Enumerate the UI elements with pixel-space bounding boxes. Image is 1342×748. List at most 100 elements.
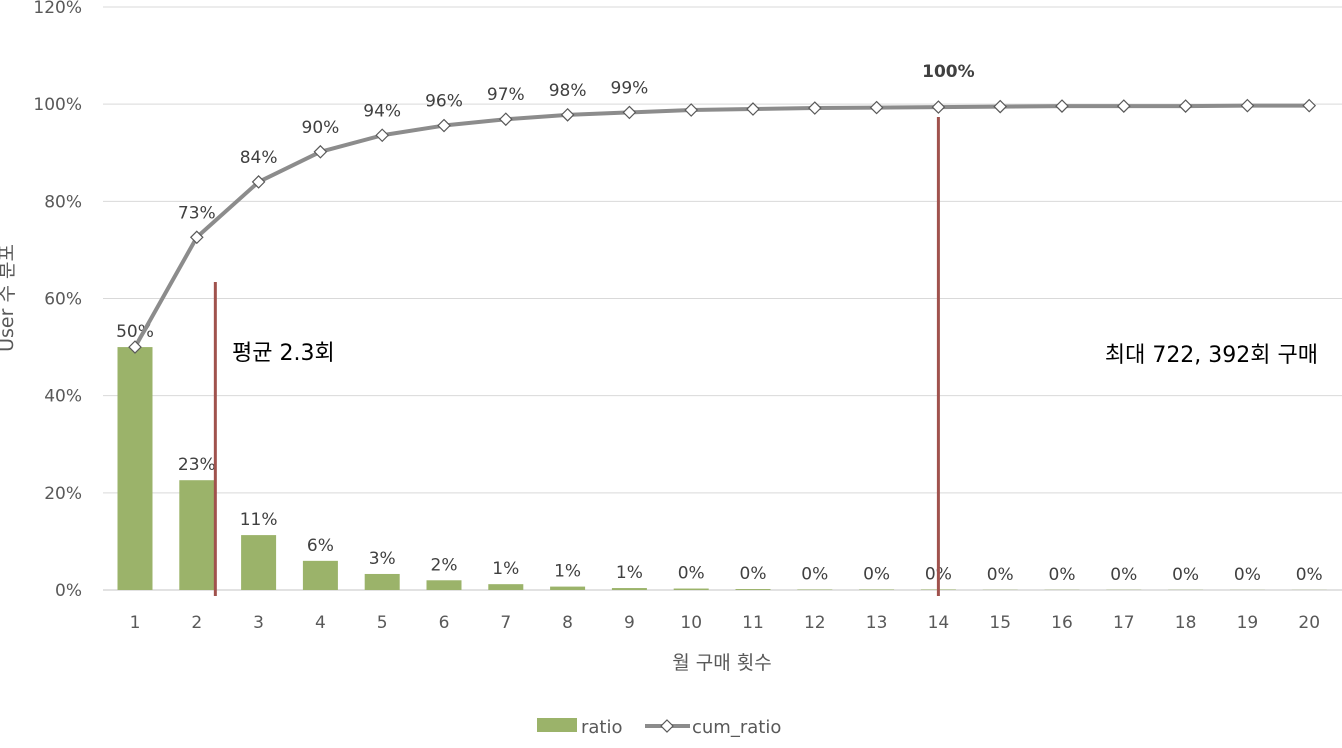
bar-data-label: 23% <box>178 455 216 475</box>
bar-data-label: 2% <box>431 555 458 575</box>
x-tick-label: 17 <box>1113 613 1135 633</box>
line-data-label: 96% <box>425 92 463 112</box>
x-tick-label: 20 <box>1298 613 1320 633</box>
legend-ratio-label: ratio <box>581 717 623 738</box>
bar-data-label: 0% <box>740 564 767 584</box>
line-data-label: 97% <box>487 85 525 105</box>
bar-data-labels: 50%23%11%6%3% 2% 1% 1% 1% 0% 0% 0% 0% 0% 0% 0% 0% 0% 0… <box>116 322 1323 585</box>
legend-ratio-swatch <box>537 718 577 732</box>
cum-ratio-marker <box>807 101 822 115</box>
bar-data-label: 3% <box>369 549 396 569</box>
cum-ratio-marker <box>1240 98 1255 113</box>
bar <box>302 560 338 590</box>
cum-ratio-marker <box>931 100 946 114</box>
x-axis-title: 월 구매 횟수 <box>672 652 771 674</box>
bar <box>117 347 153 590</box>
y-tick-label: 20% <box>44 484 82 504</box>
bar-data-label: 0% <box>863 565 890 585</box>
cum-ratio-marker <box>128 340 142 354</box>
line-data-label: 99% <box>611 78 649 98</box>
cum-ratio-marker <box>1055 99 1069 113</box>
x-tick-label: 15 <box>989 613 1011 633</box>
cum-ratio-marker <box>437 118 451 133</box>
cum-ratio-marker <box>560 108 575 122</box>
bar-data-label: 0% <box>801 565 828 585</box>
y-tick-label: 80% <box>44 192 82 212</box>
bar <box>179 480 215 590</box>
cum-ratio-marker <box>498 112 513 127</box>
y-axis-title: User 수 분포 <box>0 244 18 352</box>
cum-ratio-marker <box>189 230 204 245</box>
y-tick-label: 40% <box>44 387 82 407</box>
bar-data-label: 0% <box>1049 565 1076 585</box>
x-tick-label: 8 <box>562 613 573 633</box>
bar-data-label: 0% <box>1110 565 1137 585</box>
bar-data-label: 0% <box>678 564 705 584</box>
cum-ratio-marker <box>251 175 266 189</box>
bar <box>488 584 524 590</box>
bar <box>673 588 709 590</box>
x-tick-label: 5 <box>377 613 388 633</box>
bar-data-label: 0% <box>987 565 1014 585</box>
cum-ratio-marker <box>622 105 637 120</box>
bar-data-label: 6% <box>307 536 334 556</box>
line-data-label: 98% <box>549 81 587 101</box>
bar-data-label: 0% <box>1234 565 1261 585</box>
bar-data-label: 1% <box>492 559 519 579</box>
cum-ratio-marker <box>869 100 884 115</box>
x-tick-label: 3 <box>253 613 264 633</box>
x-axis-ticks: 1 2 3 4 5 6 7 8 9 10 11 12 13 14 15 16 17 18 19 20 <box>130 613 1320 633</box>
cum-ratio-marker <box>375 128 390 143</box>
x-tick-label: 7 <box>500 613 511 633</box>
bar <box>364 573 400 590</box>
average-annotation: 평균 2.3회 <box>232 341 335 366</box>
cum-ratio-marker <box>993 99 1008 114</box>
bar-data-label: 1% <box>554 562 581 582</box>
y-axis-ticks: 0% 20% 40% 60% 80% 100% 120% <box>33 0 82 601</box>
bar <box>550 586 586 590</box>
cum-ratio-marker <box>313 144 328 159</box>
legend-cum-ratio-marker <box>660 719 674 733</box>
bar-data-label: 0% <box>1172 565 1199 585</box>
bar <box>735 589 771 590</box>
bar-series-ratio <box>117 347 1327 590</box>
line-series-cum-ratio <box>128 98 1317 354</box>
line-data-labels: 73% 84% 90% 94% 96% 97% 98% 99% 100% <box>178 62 975 223</box>
y-tick-label: 100% <box>33 95 82 115</box>
maximum-annotation: 최대 722, 392회 구매 <box>1105 343 1318 368</box>
x-tick-label: 11 <box>742 613 764 633</box>
y-tick-label: 60% <box>44 290 82 310</box>
cum-ratio-marker <box>684 103 699 117</box>
line-data-label: 100% <box>922 62 975 82</box>
line-data-label: 73% <box>178 203 216 223</box>
x-tick-label: 9 <box>624 613 635 633</box>
cum-ratio-line <box>133 103 1310 349</box>
x-tick-label: 19 <box>1237 613 1259 633</box>
cum-ratio-marker <box>1116 99 1131 113</box>
x-tick-label: 6 <box>439 613 450 633</box>
x-tick-label: 2 <box>191 613 202 633</box>
y-tick-label: 120% <box>33 0 82 18</box>
legend: ratio cum_ratio <box>537 717 781 738</box>
line-data-label: 84% <box>240 148 278 168</box>
cum-ratio-marker <box>1178 99 1193 113</box>
reference-lines: 평균 2.3회 최대 722, 392회 구매 <box>213 117 1318 596</box>
legend-cum-ratio-label: cum_ratio <box>692 717 781 738</box>
x-tick-label: 14 <box>928 613 950 633</box>
bar <box>426 580 462 590</box>
x-tick-label: 16 <box>1051 613 1073 633</box>
y-tick-label: 0% <box>55 581 82 601</box>
x-tick-label: 10 <box>680 613 702 633</box>
x-tick-label: 13 <box>866 613 888 633</box>
bar-data-label: 0% <box>1296 565 1323 585</box>
bar-data-label: 1% <box>616 563 643 583</box>
line-data-label: 90% <box>302 118 340 138</box>
bar <box>611 588 647 590</box>
cum-ratio-marker <box>1302 98 1317 113</box>
x-tick-label: 18 <box>1175 613 1197 633</box>
cum-ratio-marker <box>746 102 760 116</box>
x-tick-label: 12 <box>804 613 826 633</box>
bar <box>241 535 277 590</box>
x-tick-label: 4 <box>315 613 326 633</box>
